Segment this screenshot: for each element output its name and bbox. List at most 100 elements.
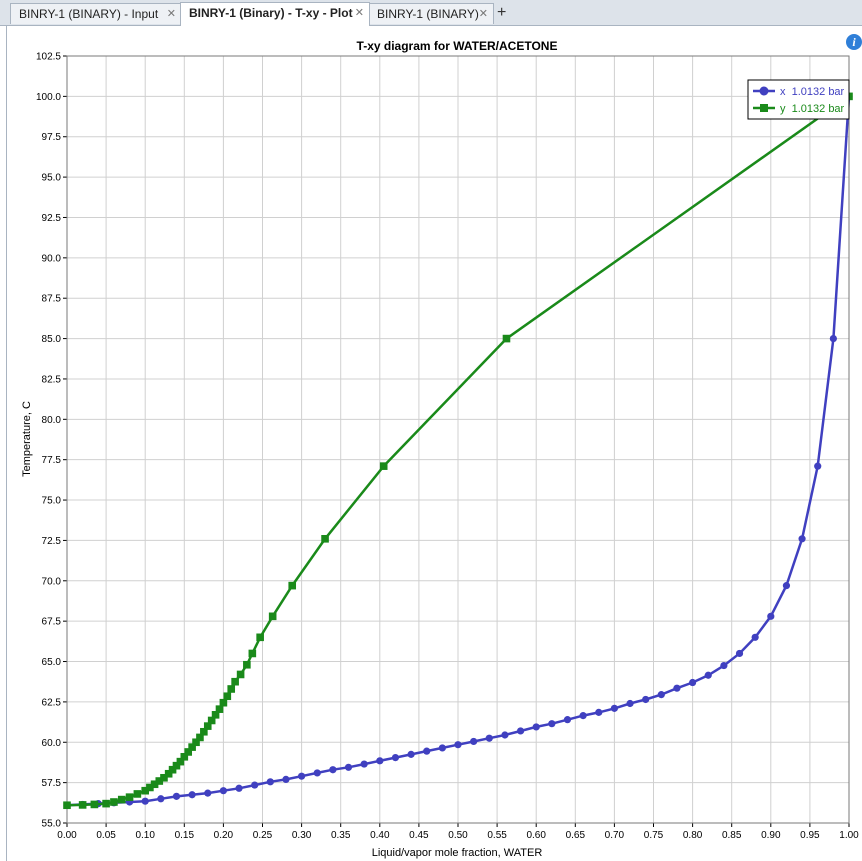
tab-txy-plot[interactable]: BINRY-1 (Binary) - T-xy - Plot ✕ <box>180 2 370 26</box>
x-data-point <box>595 708 603 716</box>
y-tick-label: 67.5 <box>42 617 62 628</box>
close-icon[interactable]: ✕ <box>166 8 176 20</box>
x-tick-label: 0.95 <box>800 830 820 841</box>
legend-y-marker <box>760 104 768 112</box>
x-tick-label: 0.05 <box>96 830 116 841</box>
x-data-point <box>157 795 165 803</box>
x-tick-label: 0.65 <box>566 830 586 841</box>
close-icon[interactable]: ✕ <box>478 8 488 20</box>
y-tick-label: 82.5 <box>42 374 62 385</box>
x-tick-label: 0.80 <box>683 830 703 841</box>
x-data-point <box>610 704 619 712</box>
x-data-point <box>391 754 400 762</box>
y-data-point <box>192 738 200 747</box>
y-tick-label: 87.5 <box>42 294 62 305</box>
x-axis-label: Liquid/vapor mole fraction, WATER <box>372 847 543 859</box>
x-data-point <box>188 791 196 799</box>
y-data-point <box>184 748 193 756</box>
x-data-point <box>735 649 744 658</box>
y-tick-label: 55.0 <box>42 819 62 830</box>
y-tick-label: 65.0 <box>42 657 62 668</box>
legend-box <box>747 79 850 120</box>
y-tick-label: 77.5 <box>42 455 62 466</box>
y-data-point <box>203 722 212 730</box>
tab-input[interactable]: BINRY-1 (BINARY) - Input ✕ <box>10 3 182 24</box>
x-data-point <box>219 787 227 795</box>
x-tick-label: 0.70 <box>605 830 625 841</box>
x-data-point <box>438 744 446 752</box>
y-data-point <box>172 761 181 770</box>
x-tick-label: 0.60 <box>526 830 546 841</box>
x-tick-label: 0.90 <box>761 830 781 841</box>
y-data-point <box>102 799 110 808</box>
y-tick-label: 85.0 <box>42 334 62 345</box>
x-tick-label: 0.25 <box>253 830 273 841</box>
y-data-point <box>227 685 236 693</box>
y-data-point <box>256 633 264 642</box>
y-data-point <box>231 677 239 686</box>
y-data-point <box>288 581 297 590</box>
x-data-point <box>548 720 556 728</box>
y-tick-label: 102.5 <box>36 52 61 63</box>
x-data-point <box>344 763 353 771</box>
x-data-point <box>657 691 665 699</box>
y-tick-label: 95.0 <box>42 173 62 184</box>
y-data-point <box>200 727 208 736</box>
x-tick-label: 0.75 <box>644 830 664 841</box>
y-tick-label: 72.5 <box>42 536 62 547</box>
x-tick-label: 0.40 <box>370 830 390 841</box>
legend-x-marker <box>759 86 769 96</box>
y-data-point <box>219 698 228 707</box>
x-data-point <box>485 734 493 742</box>
x-data-point <box>454 741 462 749</box>
y-tick-label: 92.5 <box>42 213 62 224</box>
close-icon[interactable]: ✕ <box>354 7 364 19</box>
x-data-point <box>204 789 212 797</box>
y-tick-label: 97.5 <box>42 132 62 143</box>
tab-binary[interactable]: BINRY-1 (BINARY) ✕ <box>368 3 494 24</box>
x-tick-label: 0.35 <box>331 830 351 841</box>
y-data-point <box>78 801 87 809</box>
y-data-point <box>141 786 149 795</box>
legend-x-label: x 1.0132 bar <box>780 86 845 98</box>
axes: 0.00 0.05 0.10 0.15 0.20 0.25 0.30 0.35 0.40 0.45… <box>36 52 859 842</box>
y-tick-label: 60.0 <box>42 738 62 749</box>
x-tick-label: 0.30 <box>292 830 312 841</box>
y-axis-label: Temperature, C <box>21 401 33 477</box>
x-data-point <box>579 712 587 720</box>
x-data-point <box>251 781 259 789</box>
plus-icon[interactable]: + <box>497 4 507 21</box>
y-data-point <box>164 769 173 778</box>
x-tick-label: 0.00 <box>57 830 77 841</box>
x-tick-label: 0.85 <box>722 830 742 841</box>
y-data-point <box>321 535 329 543</box>
y-data-point <box>110 798 118 806</box>
x-data-point <box>266 778 274 786</box>
y-tick-label: 57.5 <box>42 778 62 789</box>
legend-y-label: y 1.0132 bar <box>780 103 845 115</box>
y-data-point <box>502 334 511 343</box>
y-data-point <box>248 649 257 658</box>
x-data-point <box>235 784 243 792</box>
grid-lines <box>66 55 850 824</box>
x-data-point <box>642 695 650 704</box>
y-data-point <box>168 765 177 774</box>
y-data-point <box>146 783 154 792</box>
legend: x 1.0132 bar y 1.0132 bar <box>747 79 850 120</box>
y-data-point <box>196 733 204 742</box>
x-data-point <box>282 775 290 784</box>
y-tick-label: 90.0 <box>42 253 62 264</box>
x-data-point <box>329 766 337 774</box>
y-data-point <box>155 777 164 785</box>
y-data-point <box>180 752 189 761</box>
x-data-point <box>767 612 775 620</box>
x-tick-label: 0.45 <box>409 830 429 841</box>
y-data-point <box>379 462 388 470</box>
info-icon[interactable]: i <box>846 34 862 50</box>
y-data-point <box>125 793 134 801</box>
x-data-point <box>673 684 681 692</box>
x-data-point <box>313 769 321 777</box>
y-data-point <box>207 716 216 725</box>
x-data-point <box>563 716 572 724</box>
